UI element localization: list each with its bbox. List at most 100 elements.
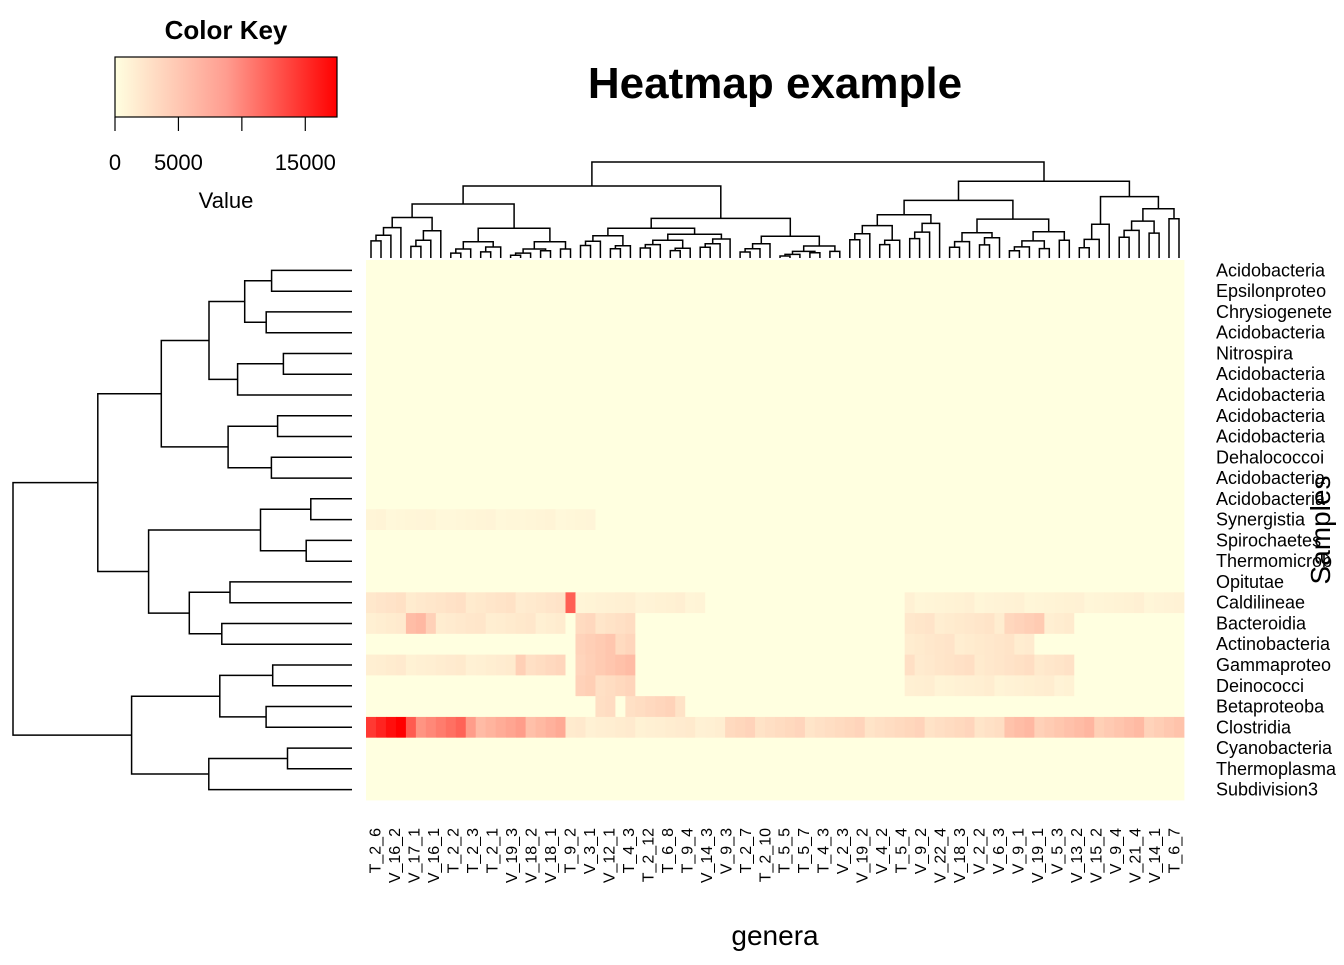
heatmap-cell (675, 779, 686, 801)
heatmap-cell (565, 716, 576, 739)
heatmap-cell (765, 426, 776, 448)
heatmap-cell (904, 488, 916, 510)
heatmap-cell (655, 467, 666, 489)
dendrogram-link (462, 185, 722, 219)
heatmap-cell (974, 280, 985, 302)
heatmap-cell (585, 509, 596, 531)
heatmap-cell (854, 779, 866, 801)
heatmap-cell (1084, 592, 1095, 614)
column-label: V_9_4 (1108, 828, 1125, 874)
heatmap-cell (914, 675, 926, 697)
heatmap-cell (525, 675, 536, 697)
heatmap-cell (615, 716, 626, 739)
heatmap-cell (445, 633, 457, 656)
heatmap-cell (675, 322, 686, 344)
heatmap-cell (994, 675, 1005, 697)
heatmap-cell (515, 675, 527, 697)
heatmap-cell (385, 467, 397, 489)
heatmap-cell (1004, 654, 1015, 676)
dendrogram-link (1013, 246, 1031, 258)
heatmap-cell (1034, 613, 1045, 635)
column-label: T_2_3 (465, 828, 482, 873)
heatmap-cell (794, 696, 806, 718)
heatmap-cell (934, 716, 945, 739)
heatmap-cell (555, 530, 566, 552)
dendrogram-link (829, 250, 841, 258)
heatmap-cell (874, 384, 886, 406)
heatmap-cell (625, 260, 636, 282)
heatmap-cell (1064, 384, 1075, 406)
heatmap-cell (794, 779, 806, 801)
heatmap-cell (1014, 779, 1025, 801)
heatmap-cell (625, 530, 636, 552)
heatmap-cell (1104, 758, 1115, 780)
heatmap-cell (824, 779, 836, 801)
heatmap-cell (784, 716, 796, 739)
heatmap-cell (475, 758, 487, 780)
heatmap-cell (1104, 530, 1115, 552)
heatmap-cell (455, 426, 467, 448)
dendrogram-link (533, 240, 567, 249)
heatmap-cell (725, 280, 736, 302)
heatmap-cell (1014, 571, 1025, 593)
heatmap-cell (575, 384, 586, 406)
heatmap-cell (1154, 571, 1165, 593)
heatmap-cell (775, 633, 786, 656)
heatmap-cell (1114, 301, 1125, 323)
heatmap-cell (515, 550, 527, 572)
heatmap-cell (366, 343, 377, 365)
heatmap-cell (455, 488, 467, 510)
heatmap-cell (834, 467, 846, 489)
heatmap-cell (366, 446, 377, 469)
heatmap-cell (485, 696, 497, 718)
heatmap-cell (635, 426, 646, 448)
column-label: V_9_2 (913, 828, 930, 874)
heatmap-cell (1074, 467, 1085, 489)
heatmap-cell (1134, 737, 1145, 759)
heatmap-cell (1094, 716, 1105, 739)
heatmap-cell (735, 675, 746, 697)
heatmap-cell (1024, 343, 1035, 365)
heatmap-cell (595, 696, 606, 718)
heatmap-cell (555, 633, 566, 656)
heatmap-cell (505, 571, 517, 593)
heatmap-cell (645, 343, 656, 365)
heatmap-cell (784, 737, 796, 759)
heatmap-cell (545, 488, 556, 510)
heatmap-cell (455, 405, 467, 427)
heatmap-cell (585, 696, 596, 718)
heatmap-cell (425, 260, 437, 282)
heatmap-cell (735, 696, 746, 718)
heatmap-cell (1074, 280, 1085, 302)
heatmap-cell (765, 405, 776, 427)
heatmap-cell (465, 363, 477, 386)
heatmap-cell (904, 571, 916, 593)
heatmap-cell (1054, 716, 1065, 739)
heatmap-cell (525, 322, 536, 344)
row-label: Nitrospira (1216, 344, 1294, 364)
heatmap-cell (775, 675, 786, 697)
heatmap-cell (415, 446, 427, 469)
heatmap-cell (1034, 488, 1045, 510)
heatmap-cell (775, 758, 786, 780)
column-label: T_2_12 (640, 828, 657, 882)
heatmap-cell (794, 550, 806, 572)
heatmap-cell (395, 322, 407, 344)
heatmap-cell (964, 488, 975, 510)
heatmap-cell (495, 696, 507, 718)
heatmap-cell (1074, 322, 1085, 344)
dendrogram-link (477, 227, 551, 242)
heatmap-cell (605, 509, 616, 531)
heatmap-cell (1164, 488, 1175, 510)
heatmap-cell (914, 363, 926, 386)
heatmap-cell (784, 260, 796, 282)
row-label: Acidobacteria (1216, 489, 1326, 509)
column-label: T_2_2 (446, 828, 463, 873)
heatmap-cell (994, 592, 1005, 614)
heatmap-cell (1054, 550, 1065, 572)
heatmap-cell (475, 509, 487, 531)
heatmap-cell (635, 779, 646, 801)
heatmap-cell (844, 343, 856, 365)
heatmap-cell (1034, 467, 1045, 489)
heatmap-cell (944, 654, 955, 676)
